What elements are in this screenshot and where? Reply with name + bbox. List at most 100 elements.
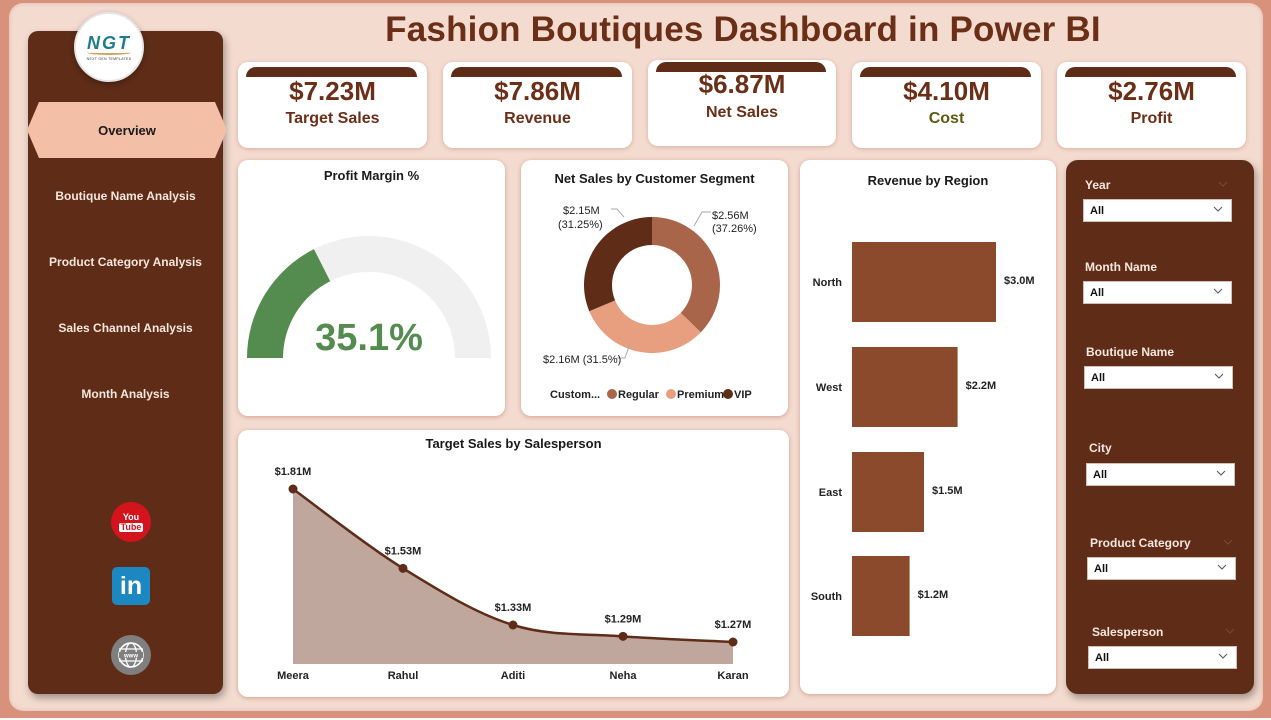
filter-salesperson-value: All <box>1095 652 1110 664</box>
kpi-accent-bar <box>246 67 417 77</box>
filter-month-name-dropdown[interactable]: All <box>1083 281 1232 304</box>
kpi-label: Net Sales <box>705 104 779 121</box>
chevron-down-icon <box>1218 653 1228 659</box>
label-vip-pct: (31.25%) <box>558 219 603 231</box>
linkedin-text: in <box>119 571 143 600</box>
region-bar-north[interactable] <box>852 242 996 322</box>
nav-item-overview[interactable]: Overview <box>27 102 227 158</box>
chevron-down-icon <box>1213 206 1223 212</box>
filter-month-name-value: All <box>1090 287 1105 299</box>
filter-city-value: All <box>1093 469 1108 481</box>
filter-product-category-dropdown[interactable]: All <box>1087 557 1236 580</box>
filter-label-product-category: Product Category <box>1090 536 1191 550</box>
region-value-label: $1.2M <box>918 589 949 601</box>
filter-salesperson-dropdown[interactable]: All <box>1088 646 1237 669</box>
revenue-by-region-card[interactable]: Revenue by Region North $3.0M West $2.2M Eas… <box>800 160 1056 694</box>
nav-item-boutique-name-analysis[interactable]: Boutique Name Analysis <box>55 189 196 203</box>
region-value-label: $2.2M <box>966 380 997 392</box>
profit-margin-gauge-card[interactable]: Profit Margin % 35.1% <box>238 160 505 416</box>
filter-year-dropdown[interactable]: All <box>1083 199 1232 222</box>
leader-line-vip <box>611 208 625 218</box>
label-vip-value: $2.15M <box>563 205 600 217</box>
filter-product-category-collapse-icon[interactable] <box>1223 538 1233 546</box>
x-axis-label: Neha <box>610 670 638 682</box>
region-axis-label: East <box>819 487 843 499</box>
youtube-icon[interactable]: You Tube <box>111 502 151 542</box>
filter-year-value: All <box>1090 205 1105 217</box>
filter-year-collapse-icon[interactable] <box>1218 180 1228 188</box>
chevron-down-icon <box>1214 373 1224 379</box>
leader-line-premium <box>617 342 631 359</box>
legend-regular[interactable]: Regular <box>618 389 660 401</box>
donut-slice-regular[interactable] <box>652 217 720 333</box>
leader-line-regular <box>693 211 711 227</box>
legend-premium[interactable]: Premium <box>677 389 724 401</box>
legend-title: Custom... <box>550 389 600 401</box>
filter-salesperson-collapse-icon[interactable] <box>1225 627 1235 635</box>
gauge-value: 35.1% <box>315 317 423 359</box>
filter-label-city: City <box>1089 441 1112 455</box>
data-point-rahul[interactable] <box>398 563 408 573</box>
kpi-label: Target Sales <box>285 110 380 127</box>
chevron-down-icon <box>1216 470 1226 476</box>
data-point-aditi[interactable] <box>508 620 518 630</box>
gauge-fill <box>247 249 331 358</box>
kpi-accent-bar <box>1065 67 1236 77</box>
svg-text:www: www <box>123 653 138 659</box>
gauge-title: Profit Margin % <box>323 168 420 183</box>
label-regular-value: $2.56M <box>712 210 749 222</box>
kpi-value: $7.86M <box>494 76 581 106</box>
data-point-karan[interactable] <box>728 637 738 647</box>
data-point-neha[interactable] <box>618 631 628 641</box>
kpi-value: $2.76M <box>1108 76 1195 106</box>
region-axis-label: West <box>816 382 842 394</box>
kpi-label: Revenue <box>504 110 571 127</box>
website-globe-icon[interactable]: www <box>111 635 151 675</box>
kpi-accent-bar <box>860 67 1031 77</box>
filter-label-month-name: Month Name <box>1085 260 1157 274</box>
region-bar-chart: North $3.0M West $2.2M East $1.5M South $1.2M <box>811 242 1035 636</box>
donut-slice-vip[interactable] <box>584 217 652 312</box>
filter-panel <box>1066 160 1254 694</box>
filter-boutique-name-value: All <box>1091 372 1106 384</box>
logo-swoosh-icon <box>87 50 131 55</box>
gauge-chart: 35.1% <box>247 236 491 359</box>
chevron-down-icon <box>1217 564 1227 570</box>
nav-item-product-category-analysis[interactable]: Product Category Analysis <box>49 255 202 269</box>
logo-subtext: NEXT GEN TEMPLATES <box>86 57 132 61</box>
nav-item-month-analysis[interactable]: Month Analysis <box>81 387 170 401</box>
logo-text: NGT <box>87 33 131 53</box>
salesperson-area-chart: $1.81M Meera $1.53M Rahul $1.33M Aditi $1.29M N… <box>275 466 752 682</box>
data-label: $1.33M <box>495 602 532 614</box>
linkedin-icon[interactable]: in <box>112 567 150 605</box>
chevron-down-icon <box>1213 288 1223 294</box>
region-bar-south[interactable] <box>852 556 910 636</box>
filter-label-salesperson: Salesperson <box>1092 625 1164 639</box>
legend-vip[interactable]: VIP <box>734 389 752 401</box>
youtube-text-top: You <box>122 511 140 522</box>
data-label: $1.53M <box>385 545 422 557</box>
kpi-accent-bar <box>656 62 826 72</box>
filter-label-boutique-name: Boutique Name <box>1086 345 1175 359</box>
nav-item-sales-channel-analysis[interactable]: Sales Channel Analysis <box>58 321 193 335</box>
donut-slice-premium[interactable] <box>589 300 701 353</box>
x-axis-label: Meera <box>277 670 310 682</box>
filter-boutique-name-dropdown[interactable]: All <box>1084 366 1233 389</box>
youtube-text-bottom: Tube <box>118 521 144 532</box>
kpi-card-revenue: $7.86M Revenue <box>443 62 632 148</box>
kpi-card-target-sales: $7.23M Target Sales <box>238 62 427 148</box>
region-bar-west[interactable] <box>852 347 958 427</box>
data-point-meera[interactable] <box>288 484 298 494</box>
kpi-label: Cost <box>928 110 965 127</box>
kpi-value: $4.10M <box>903 76 990 106</box>
target-sales-salesperson-card[interactable]: Target Sales by Salesperson $1.81M Meera $… <box>238 430 789 697</box>
data-label: $1.29M <box>605 613 642 625</box>
label-regular-pct: (37.26%) <box>712 223 757 235</box>
kpi-card-net-sales: $6.87M Net Sales <box>648 60 836 146</box>
page-title: Fashion Boutiques Dashboard in Power BI <box>385 10 1101 49</box>
net-sales-segment-card[interactable]: Net Sales by Customer Segment $2.56M (37… <box>521 160 788 416</box>
donut-title: Net Sales by Customer Segment <box>554 171 755 186</box>
region-value-label: $1.5M <box>932 485 963 497</box>
region-bar-east[interactable] <box>852 452 924 532</box>
filter-city-dropdown[interactable]: All <box>1086 463 1235 486</box>
